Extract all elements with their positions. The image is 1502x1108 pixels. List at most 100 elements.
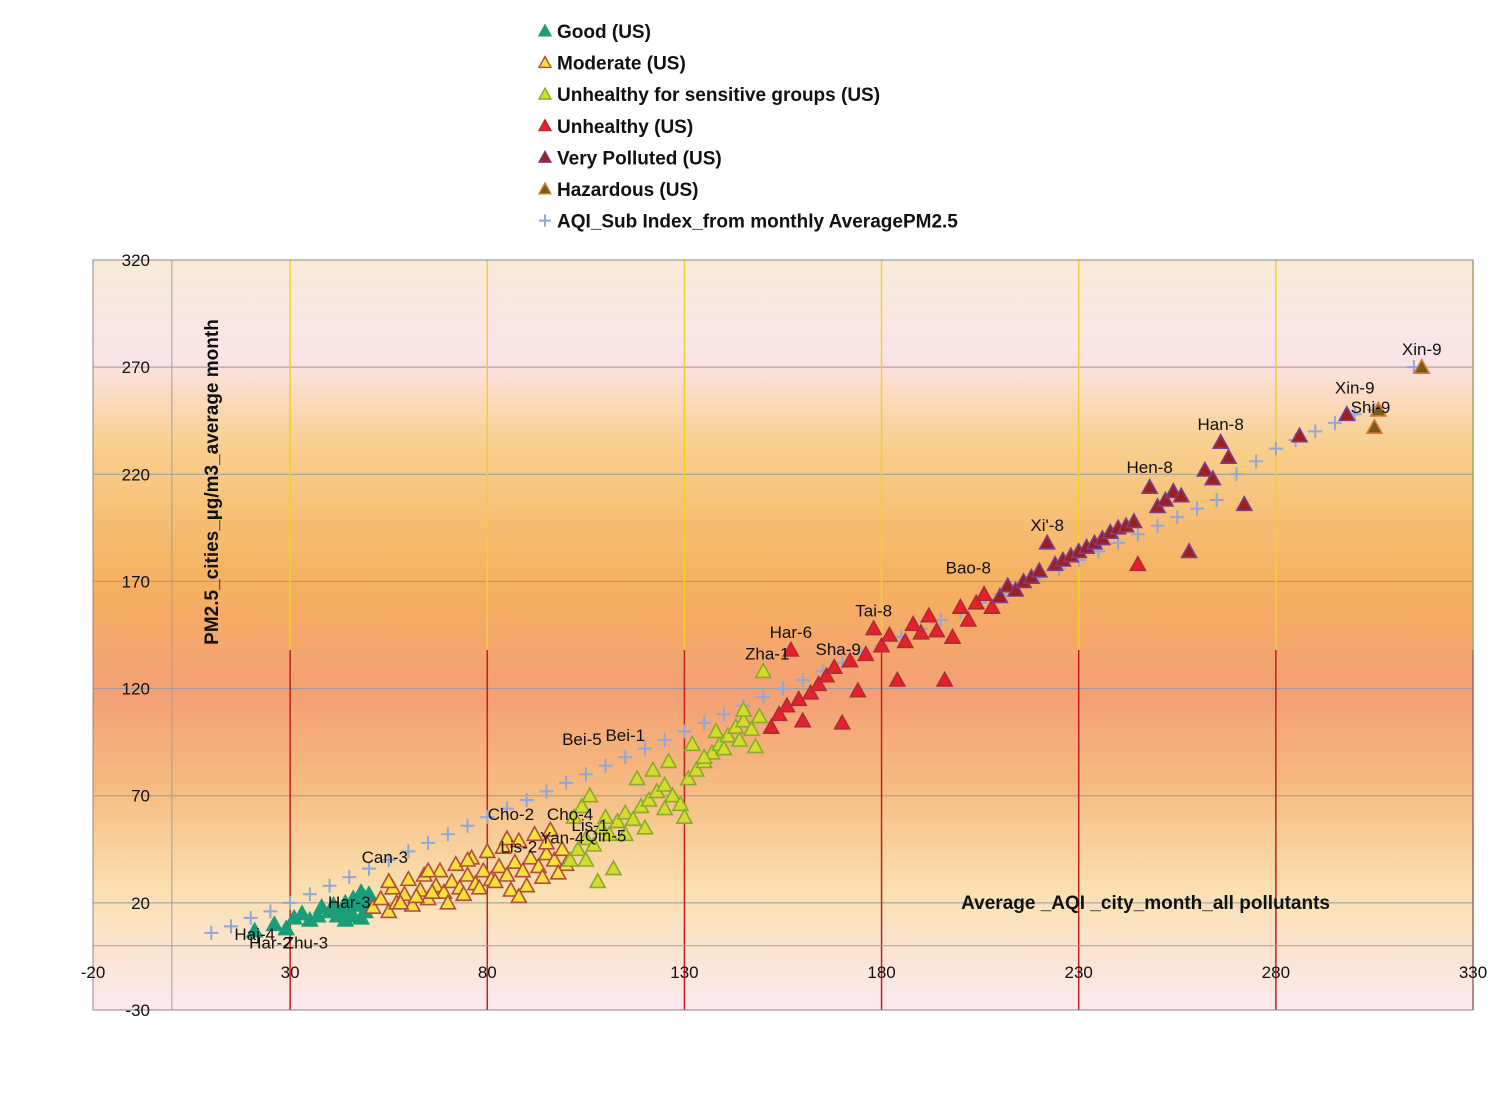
data-point [502,880,520,897]
data-point [677,724,692,739]
data-point [573,797,591,814]
data-point [480,810,495,825]
data-point [1229,467,1244,482]
tick-labels: -20 30 80 130 180 230 280 330 -30 20 70 120 170 220 27… [81,251,1487,1020]
data-point [458,865,477,882]
data-point [849,681,867,698]
data-point [584,835,603,852]
data-point [431,861,449,878]
data-point [655,799,674,816]
point-annotation: Bei-1 [605,726,645,745]
data-point [896,632,915,649]
data-point [608,812,627,829]
legend-label: Moderate (US) [557,54,686,75]
data-point [1308,424,1323,439]
data-point [659,752,678,769]
y-tick-label: 320 [122,251,150,270]
data-point [263,904,278,919]
data-point [1030,561,1049,578]
data-point [371,889,390,906]
data-point [513,861,532,878]
point-annotation: Can-3 [362,848,408,867]
data-point [293,904,311,921]
data-point [446,855,465,872]
data-point [718,726,737,743]
data-point [683,735,702,752]
plot-border [92,259,1474,1011]
data-point [782,640,800,657]
data-point [640,790,658,807]
data-point [1203,469,1222,486]
data-point [1125,512,1143,529]
y-tick-label: -30 [125,1001,150,1020]
data-point [793,711,812,728]
point-annotation: Har-6 [770,623,813,642]
data-point [841,651,859,668]
data-point [245,921,264,938]
data-point [490,857,508,874]
data-point [943,627,962,644]
data-point [1038,533,1057,550]
data-point [1219,447,1238,464]
data-point [975,585,993,602]
data-point [521,848,540,865]
data-point [500,801,514,816]
point-annotation: Lis-2 [500,837,537,856]
data-point [381,853,396,867]
y-axis-title: PM2.5_cities_µg/m3_average month [202,319,223,645]
data-point [904,615,922,632]
data-point [509,887,528,904]
data-point [1150,518,1165,533]
series-1 [364,820,576,919]
data-point [1412,357,1431,374]
data-point [224,919,238,934]
data-point [663,786,682,803]
data-point [541,820,560,837]
data-point [1180,542,1198,559]
x-tick-label: 180 [867,963,895,982]
data-point [628,769,646,786]
data-point [470,878,489,895]
data-point [578,767,593,782]
data-point [1130,527,1145,542]
data-point [638,741,652,756]
y-tick-label: 20 [131,894,150,913]
data-point [498,829,516,846]
data-point [277,919,296,936]
y-tick-label: 120 [122,680,150,699]
y-tick-label: 270 [122,358,150,377]
data-point [746,737,765,754]
data-point [754,662,773,679]
data-point [714,739,733,756]
data-point [401,844,416,859]
data-point [545,850,564,867]
data-point [576,829,595,846]
data-point [486,872,505,889]
data-point [1290,426,1309,443]
y-tick-label: 170 [122,572,150,591]
series-5 [1365,357,1431,434]
data-point [927,621,946,638]
point-annotation: Yan-4 [540,829,584,848]
data-point [616,825,635,842]
data-point [442,872,461,889]
annotation-layer: Xin-9Xin-9Shi-9Han-8Hen-8Xi'-8Bao-8Tai-8… [234,340,1441,953]
data-point [509,831,528,848]
data-point [990,587,1009,604]
data-point [833,713,852,730]
data-point [644,760,662,777]
data-point [549,863,568,880]
data-point [679,769,698,786]
series-0 [245,882,378,938]
data-point [756,690,771,705]
data-point [762,717,781,734]
data-point [770,705,788,722]
data-point [569,840,587,857]
point-annotation: Lis-1 [571,816,608,835]
data-point [565,807,583,824]
data-point [734,700,753,717]
point-annotation: Haj-4 [234,925,275,944]
point-annotation: Xin-9 [1335,379,1375,398]
point-annotation: Cho-2 [488,805,534,824]
